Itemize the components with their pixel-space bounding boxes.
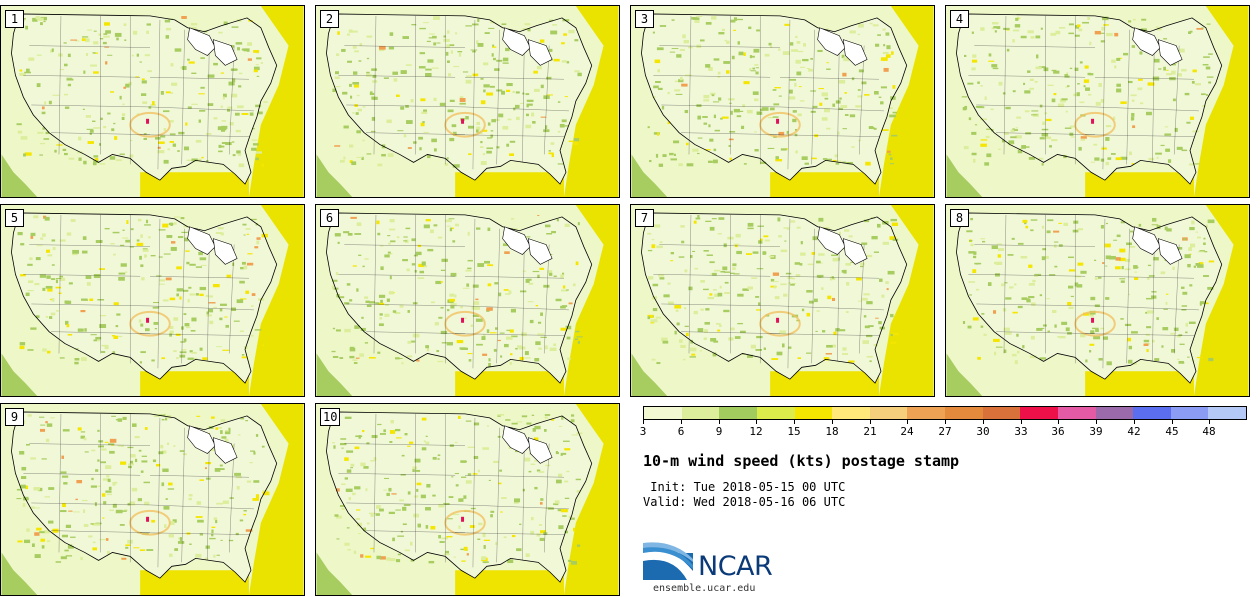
colorbar-segment bbox=[1020, 407, 1058, 419]
colorbar-segment bbox=[945, 407, 983, 419]
colorbar-tick-label: 24 bbox=[900, 425, 914, 438]
colorbar-tick bbox=[719, 420, 720, 424]
ncar-logo-text: NCAR bbox=[698, 551, 773, 582]
colorbar-ticks: 3 6 9 12 15 18 21 24 27 30 33 36 39 42 45 48 bbox=[639, 420, 1247, 440]
colorbar-tick bbox=[681, 420, 682, 424]
member-label: 7 bbox=[635, 209, 654, 227]
valid-time: Valid: Wed 2018-05-16 06 UTC bbox=[643, 495, 846, 509]
site-url: ensemble.ucar.edu bbox=[653, 583, 756, 594]
stamp-member-10: 10 bbox=[315, 403, 620, 596]
colorbar-tick-label: 33 bbox=[1014, 425, 1028, 438]
colorbar-segment bbox=[1057, 407, 1096, 419]
colorbar-tick-label: 42 bbox=[1127, 425, 1141, 438]
colorbar-tick-label: 45 bbox=[1165, 425, 1179, 438]
colorbar-segment bbox=[644, 407, 682, 419]
stamp-member-6: 6 bbox=[315, 204, 620, 397]
stamp-member-7: 7 bbox=[630, 204, 935, 397]
colorbar-tick-label: 36 bbox=[1051, 425, 1065, 438]
map-member-6 bbox=[316, 205, 619, 396]
colorbar-segment bbox=[1133, 407, 1171, 419]
colorbar-tick bbox=[643, 420, 644, 424]
colorbar-segment bbox=[756, 407, 795, 419]
colorbar-tick bbox=[1021, 420, 1022, 424]
colorbar-tick bbox=[907, 420, 908, 424]
colorbar-tick bbox=[1134, 420, 1135, 424]
colorbar-tick bbox=[945, 420, 946, 424]
map-member-5 bbox=[1, 205, 304, 396]
stamp-member-8: 8 bbox=[945, 204, 1250, 397]
map-member-8 bbox=[946, 205, 1249, 396]
plot-title: 10-m wind speed (kts) postage stamp bbox=[643, 452, 960, 470]
colorbar-segment bbox=[982, 407, 1021, 419]
colorbar-tick-label: 18 bbox=[825, 425, 839, 438]
colorbar-tick-label: 6 bbox=[677, 425, 685, 438]
colorbar-segment bbox=[869, 407, 908, 419]
colorbar-tick bbox=[983, 420, 984, 424]
colorbar-segment bbox=[907, 407, 945, 419]
colorbar-tick-label: 12 bbox=[749, 425, 763, 438]
colorbar-segment bbox=[1170, 407, 1209, 419]
colorbar-segment bbox=[1208, 407, 1246, 419]
member-label: 6 bbox=[320, 209, 339, 227]
colorbar-tick bbox=[1058, 420, 1059, 424]
ncar-logo-icon bbox=[643, 542, 693, 580]
colorbar-tick bbox=[756, 420, 757, 424]
member-label: 10 bbox=[320, 408, 341, 426]
map-member-2 bbox=[316, 6, 619, 197]
member-label: 8 bbox=[950, 209, 969, 227]
map-member-9 bbox=[1, 404, 304, 595]
member-label: 2 bbox=[320, 10, 339, 28]
map-member-10 bbox=[316, 404, 619, 595]
colorbar-segment bbox=[1095, 407, 1134, 419]
colorbar-tick-label: 21 bbox=[863, 425, 877, 438]
colorbar-segment bbox=[719, 407, 757, 419]
colorbar-tick bbox=[870, 420, 871, 424]
member-label: 3 bbox=[635, 10, 654, 28]
colorbar-segment bbox=[832, 407, 870, 419]
map-member-7 bbox=[631, 205, 934, 396]
map-member-4 bbox=[946, 6, 1249, 197]
colorbar-segment bbox=[681, 407, 720, 419]
colorbar-tick-label: 9 bbox=[715, 425, 723, 438]
colorbar-tick-label: 15 bbox=[787, 425, 801, 438]
member-label: 9 bbox=[5, 408, 24, 426]
map-member-1 bbox=[1, 6, 304, 197]
colorbar-tick bbox=[832, 420, 833, 424]
colorbar-tick-label: 30 bbox=[976, 425, 990, 438]
colorbar-tick bbox=[1209, 420, 1210, 424]
colorbar-tick bbox=[794, 420, 795, 424]
colorbar-tick bbox=[1172, 420, 1173, 424]
colorbar-tick-label: 27 bbox=[938, 425, 952, 438]
member-label: 4 bbox=[950, 10, 969, 28]
stamp-member-5: 5 bbox=[0, 204, 305, 397]
colorbar-tick-label: 3 bbox=[639, 425, 647, 438]
stamp-member-9: 9 bbox=[0, 403, 305, 596]
stamp-member-3: 3 bbox=[630, 5, 935, 198]
map-member-3 bbox=[631, 6, 934, 197]
colorbar-segment bbox=[794, 407, 833, 419]
stamp-member-4: 4 bbox=[945, 5, 1250, 198]
colorbar-tick-label: 48 bbox=[1202, 425, 1216, 438]
colorbar-tick bbox=[1096, 420, 1097, 424]
stamp-member-2: 2 bbox=[315, 5, 620, 198]
colorbar-tick-label: 39 bbox=[1089, 425, 1103, 438]
member-label: 1 bbox=[5, 10, 24, 28]
colorbar bbox=[643, 406, 1247, 420]
init-time: Init: Tue 2018-05-15 00 UTC bbox=[643, 480, 846, 494]
member-label: 5 bbox=[5, 209, 24, 227]
stamp-member-1: 1 bbox=[0, 5, 305, 198]
